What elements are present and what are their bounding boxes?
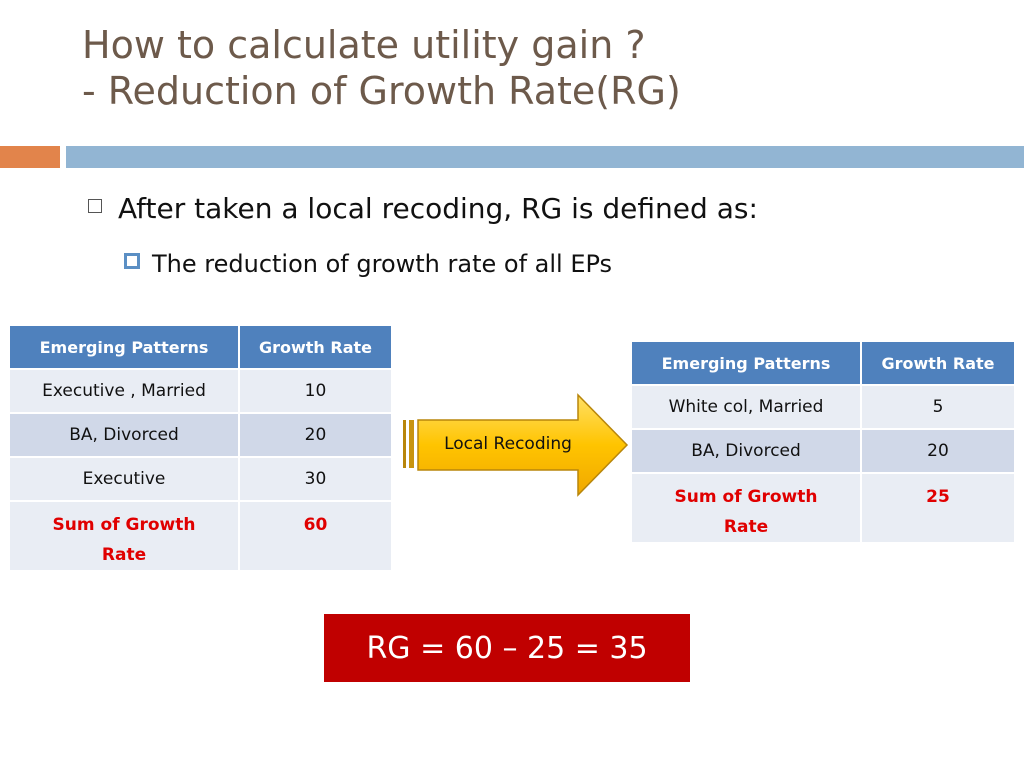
sum-label-line-2: Rate xyxy=(101,545,147,565)
table-before-recoding: Emerging Patterns Growth Rate Executive … xyxy=(8,324,393,572)
right-arrow-icon xyxy=(403,393,629,497)
header-growth-rate: Growth Rate xyxy=(860,340,1016,386)
bullet-level-2: The reduction of growth rate of all EPs xyxy=(124,250,612,278)
growth-rate-cell: 30 xyxy=(238,456,393,502)
sum-label-line-1: Sum of Growth xyxy=(52,515,196,535)
title-line-2: - Reduction of Growth Rate(RG) xyxy=(82,69,681,113)
table-header-row: Emerging Patterns Growth Rate xyxy=(8,324,393,370)
pattern-cell: White col, Married xyxy=(630,384,862,430)
sum-label-cell: Sum of Growth Rate xyxy=(8,500,240,572)
growth-rate-cell: 10 xyxy=(238,368,393,414)
bullet-level-1-text: After taken a local recoding, RG is defi… xyxy=(118,192,758,225)
sum-label-line-1: Sum of Growth xyxy=(674,487,818,507)
hollow-square-bullet-icon xyxy=(88,199,102,213)
filled-square-bullet-icon xyxy=(124,253,140,269)
sum-row: Sum of Growth Rate 60 xyxy=(8,500,393,572)
rg-result-text: RG = 60 – 25 = 35 xyxy=(366,630,648,666)
header-growth-rate: Growth Rate xyxy=(238,324,393,370)
pattern-cell: BA, Divorced xyxy=(630,428,862,474)
pattern-cell: BA, Divorced xyxy=(8,412,240,458)
growth-rate-cell: 20 xyxy=(238,412,393,458)
title-line-1: How to calculate utility gain ? xyxy=(82,23,646,67)
table-header-row: Emerging Patterns Growth Rate xyxy=(630,340,1016,386)
accent-bar-orange xyxy=(0,146,60,168)
local-recoding-arrow: Local Recoding xyxy=(400,392,632,498)
header-emerging-patterns: Emerging Patterns xyxy=(8,324,240,370)
table-row: Executive , Married 10 xyxy=(8,368,393,414)
accent-bar-blue xyxy=(66,146,1024,168)
table-after-recoding: Emerging Patterns Growth Rate White col,… xyxy=(630,340,1016,544)
pattern-cell: Executive xyxy=(8,456,240,502)
slide-title: How to calculate utility gain ? - Reduct… xyxy=(82,22,982,114)
sum-value-cell: 25 xyxy=(860,472,1016,544)
table-row: BA, Divorced 20 xyxy=(630,428,1016,474)
header-emerging-patterns: Emerging Patterns xyxy=(630,340,862,386)
bullet-level-1: After taken a local recoding, RG is defi… xyxy=(88,192,758,225)
sum-value-cell: 60 xyxy=(238,500,393,572)
table-row: BA, Divorced 20 xyxy=(8,412,393,458)
table-row: White col, Married 5 xyxy=(630,384,1016,430)
growth-rate-cell: 5 xyxy=(860,384,1016,430)
sum-label-cell: Sum of Growth Rate xyxy=(630,472,862,544)
growth-rate-cell: 20 xyxy=(860,428,1016,474)
rg-result-box: RG = 60 – 25 = 35 xyxy=(324,614,690,682)
table-row: Executive 30 xyxy=(8,456,393,502)
sum-row: Sum of Growth Rate 25 xyxy=(630,472,1016,544)
arrow-label: Local Recoding xyxy=(444,434,572,454)
pattern-cell: Executive , Married xyxy=(8,368,240,414)
sum-label-line-2: Rate xyxy=(723,517,769,537)
bullet-level-2-text: The reduction of growth rate of all EPs xyxy=(152,250,613,278)
